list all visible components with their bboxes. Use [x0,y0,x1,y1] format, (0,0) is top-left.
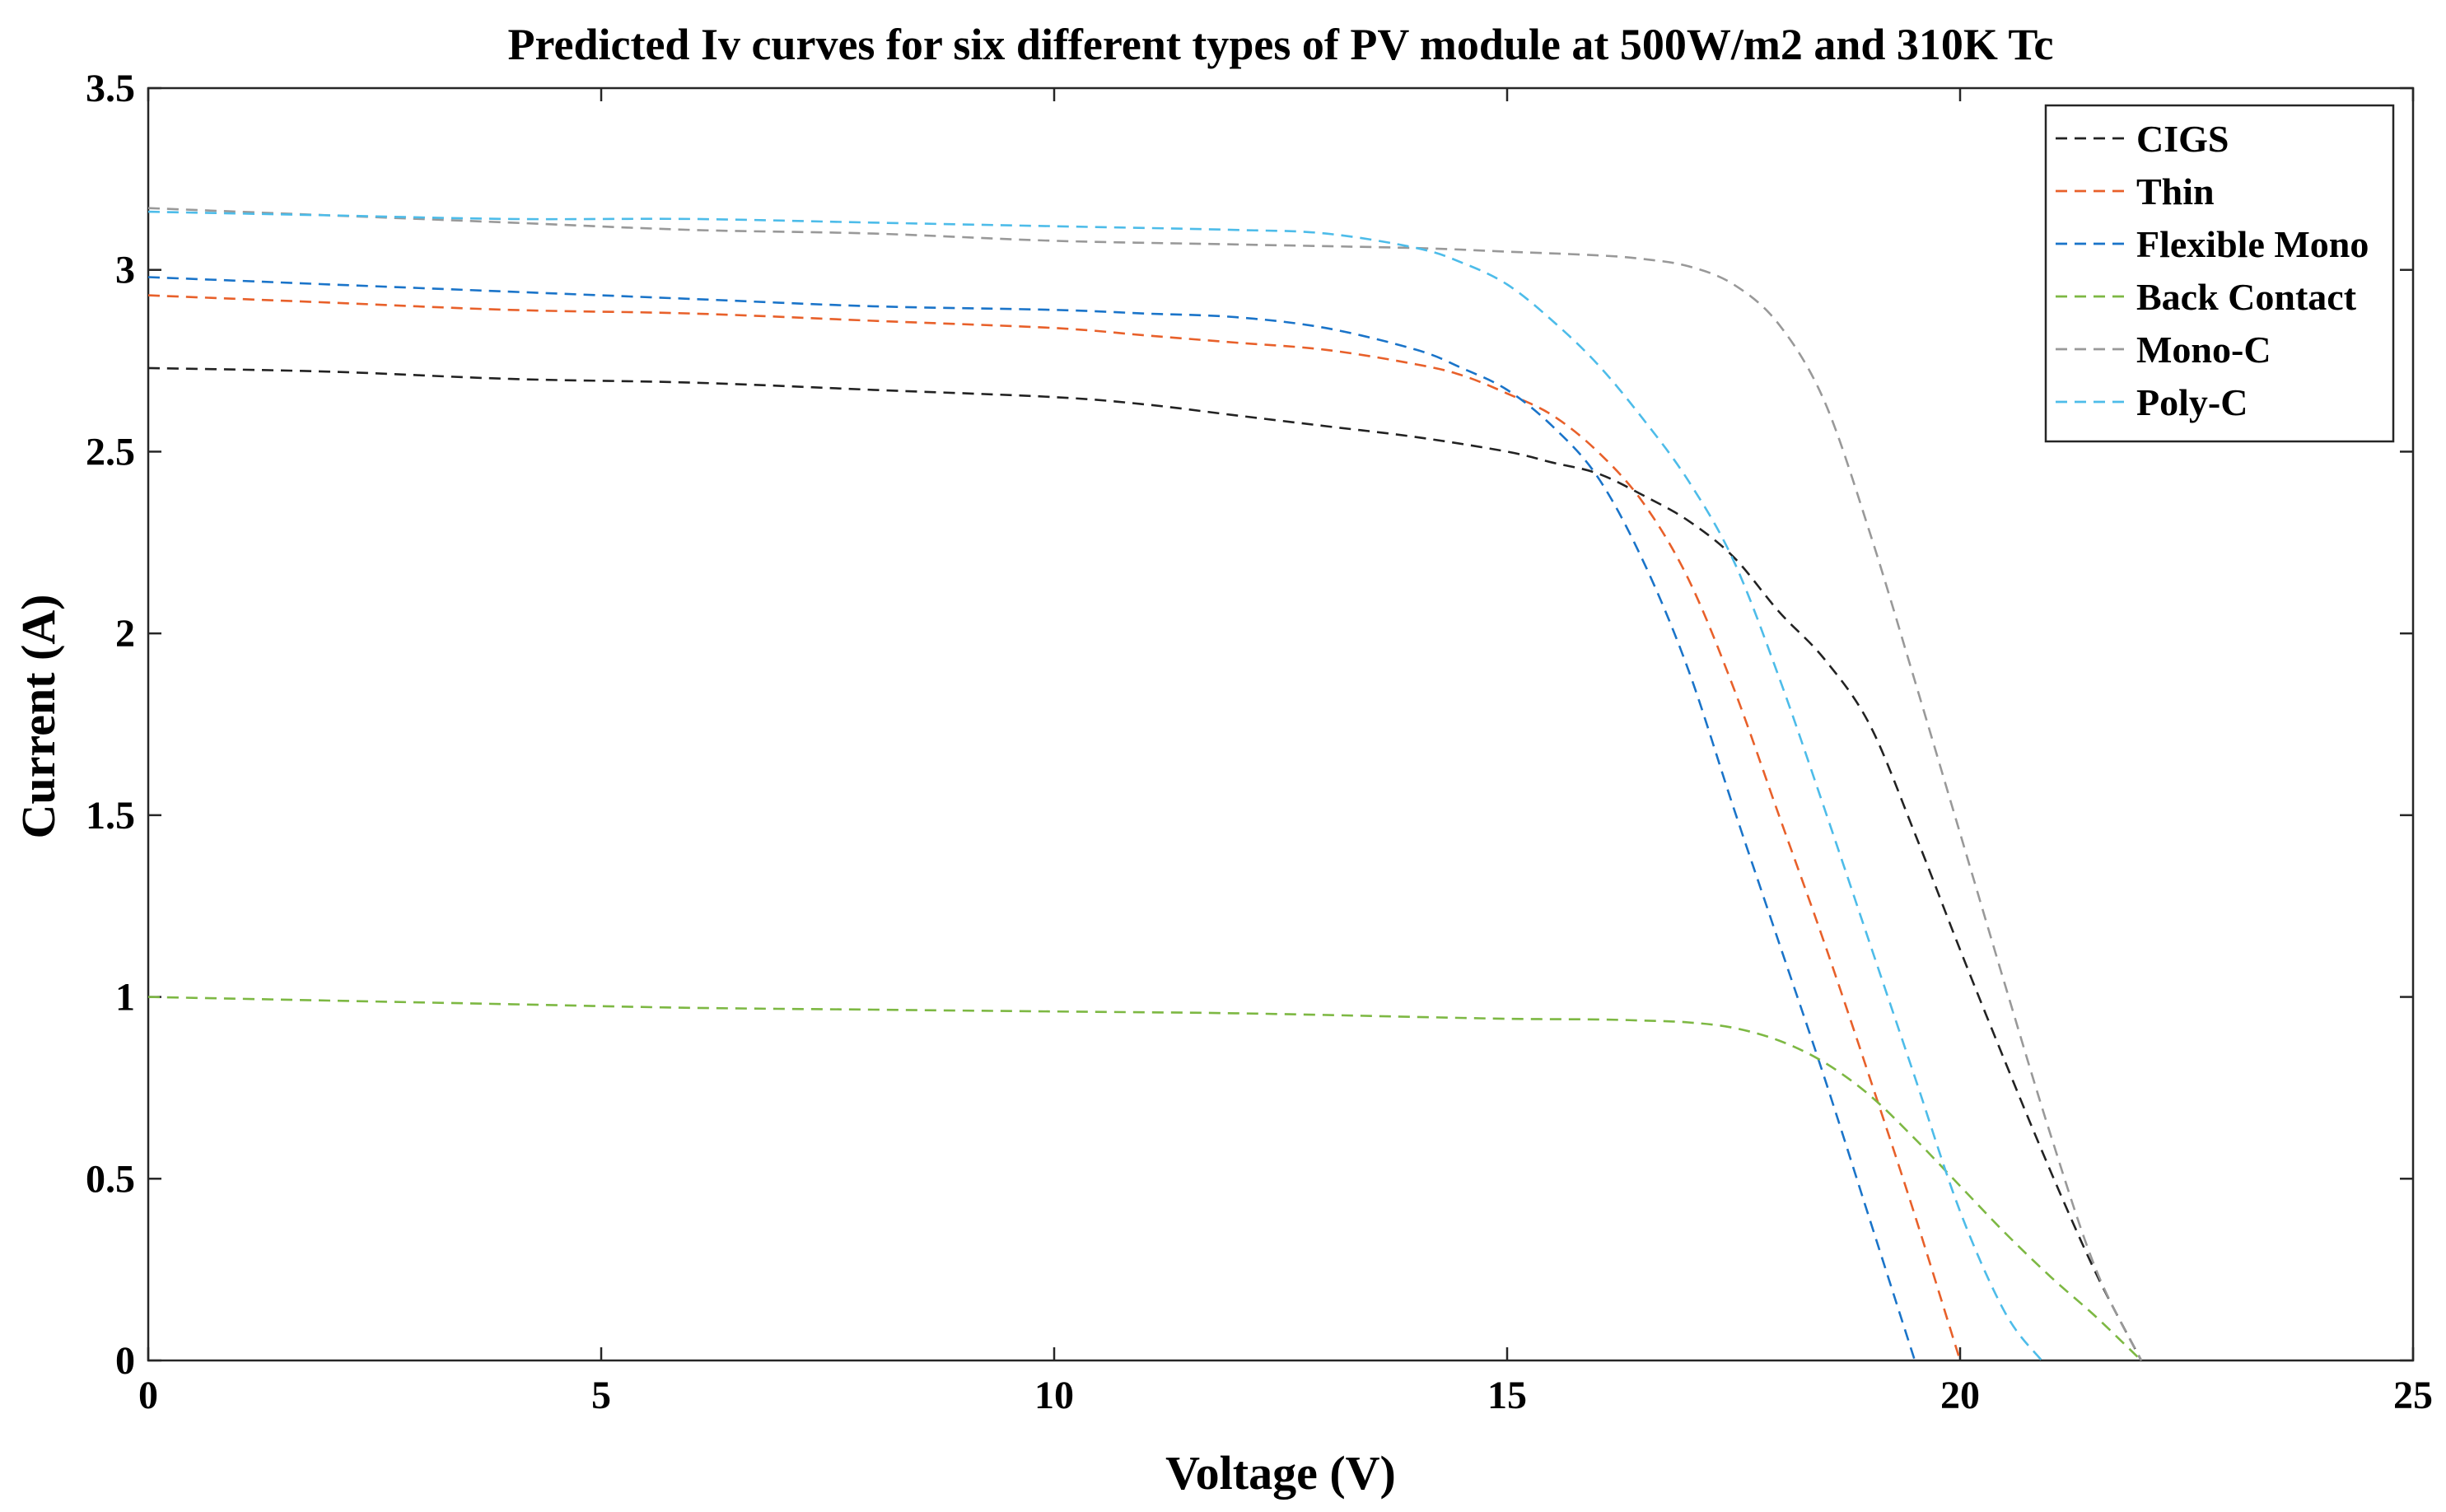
y-tick-label: 1 [115,976,135,1020]
x-tick-label: 10 [1034,1374,1074,1417]
y-tick-label: 2.5 [86,430,135,474]
y-tick-label: 0 [115,1339,135,1383]
legend: CIGS Thin Flexible Mono Back Contact Mono-C P… [2044,104,2395,443]
series-line-thin [147,294,1962,1361]
plot-area-frame [147,86,2415,1362]
y-tick-label: 3 [115,249,135,292]
legend-box [2044,104,2395,443]
legend-label-back-contact: Back Contact [2136,276,2357,318]
x-tick-label: 5 [591,1374,611,1417]
series-line-cigs [147,366,2143,1361]
x-tick-label: 0 [138,1374,158,1417]
chart-title: Predicted Iv curves for six different ty… [508,20,2054,69]
y-tick-label: 3.5 [86,67,135,110]
x-tick-label: 20 [1940,1374,1980,1417]
y-axis-label: Current (A) [12,595,65,839]
legend-label-flexible-mono: Flexible Mono [2136,223,2369,265]
series-line-poly-c [147,210,2043,1361]
series-line-flexible-mono [147,276,1916,1361]
legend-label-mono-c: Mono-C [2136,329,2271,371]
y-tick-label: 1.5 [86,794,135,838]
y-tick-label: 0.5 [86,1157,135,1201]
legend-label-cigs: CIGS [2136,118,2229,160]
x-tick-label: 15 [1487,1374,1527,1417]
legend-label-poly-c: Poly-C [2136,381,2248,423]
y-tick-label: 2 [115,612,135,656]
legend-label-thin: Thin [2136,170,2215,212]
x-tick-label: 25 [2393,1374,2433,1417]
axis-ticks: 0 5 10 15 20 25 0 0.5 1 1.5 2 2.5 3 3.5 [86,67,2433,1417]
x-axis-label: Voltage (V) [1165,1446,1396,1500]
series-lines [147,207,2143,1361]
series-line-back-contact [147,996,2142,1361]
